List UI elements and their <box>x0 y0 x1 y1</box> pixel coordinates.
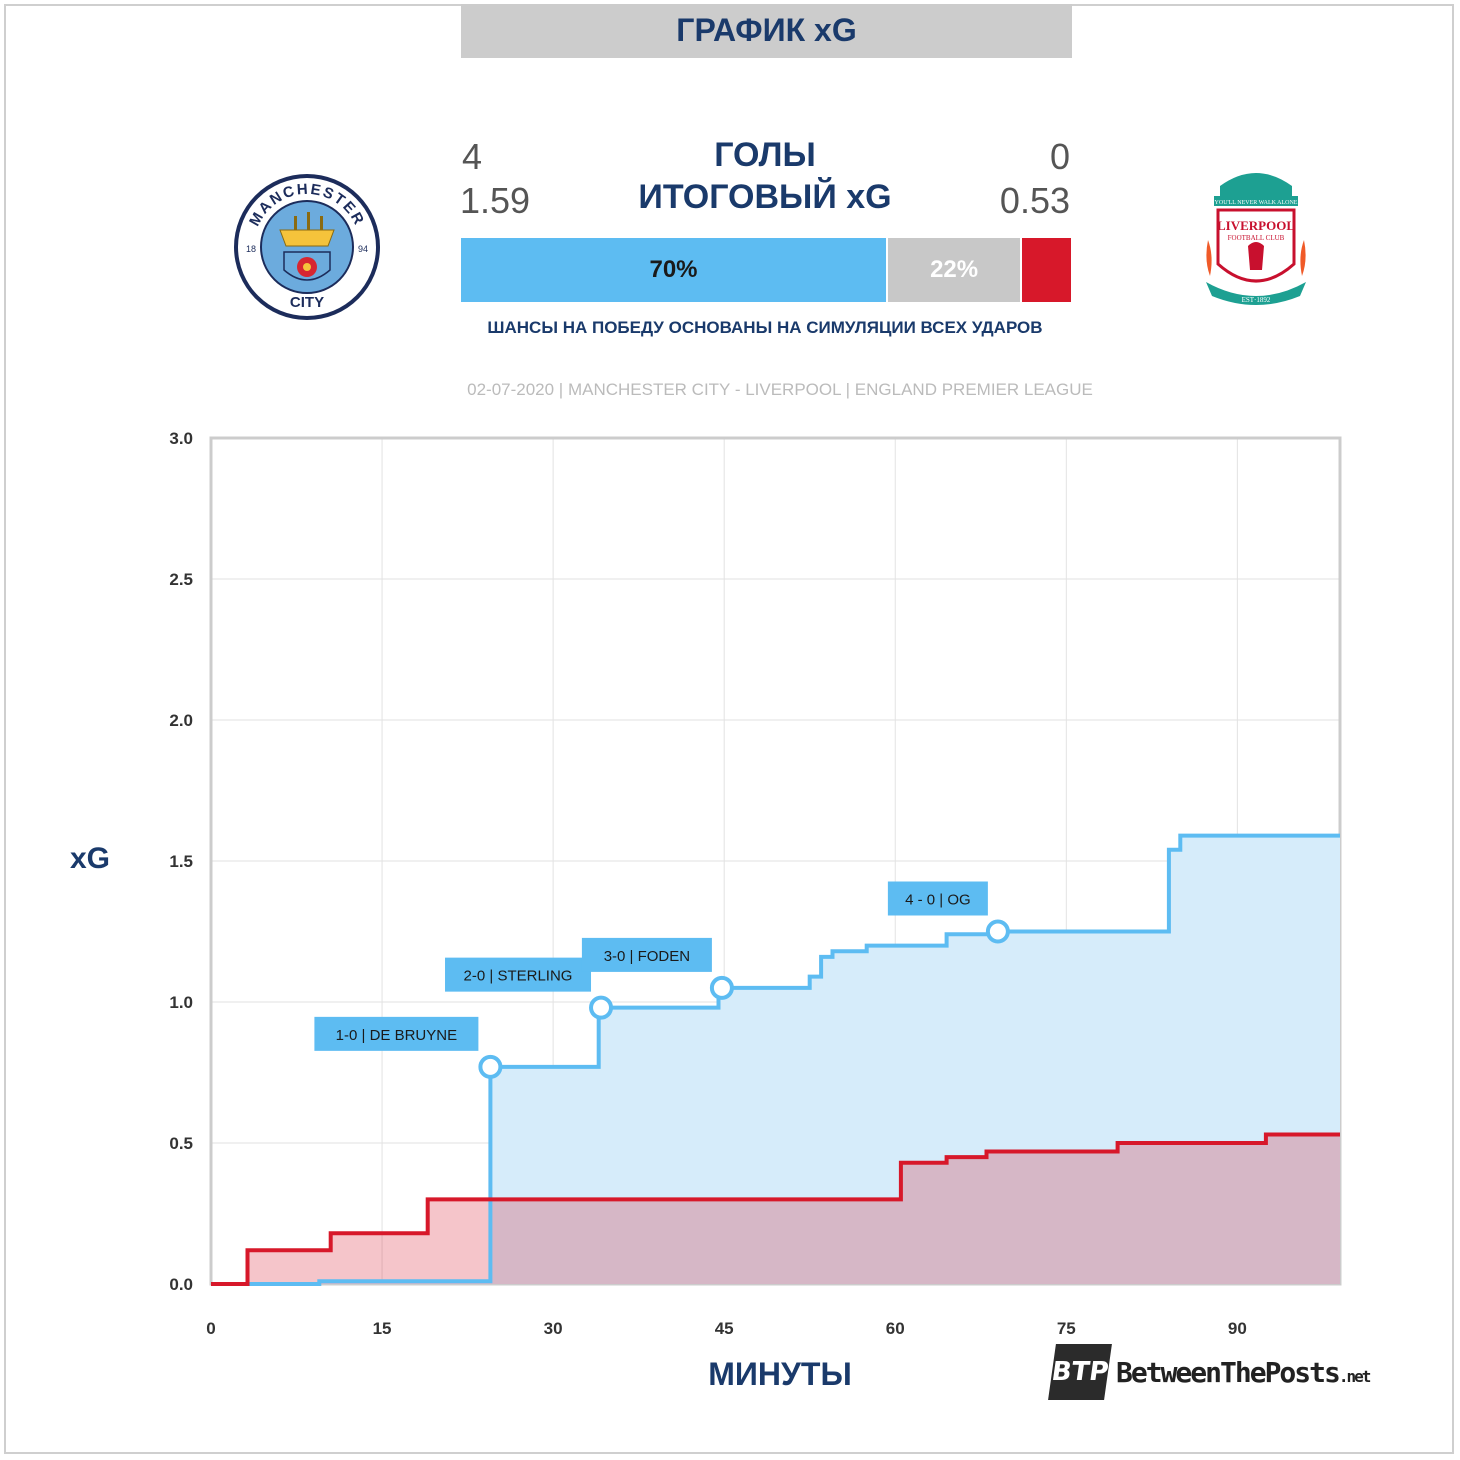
goal-marker <box>589 995 614 1020</box>
away-xg-area <box>211 1134 1340 1284</box>
chart-ticks: 0.0 0.5 1.0 1.5 2.0 2.5 3.0 0 15 30 45 60 75 90 <box>169 429 1246 1338</box>
y-axis-title: xG <box>70 842 111 875</box>
goal-marker <box>478 1054 503 1079</box>
draw-probability: 22% <box>888 238 1021 302</box>
y-tick-label: 1.5 <box>169 852 193 871</box>
liverpool-logo: YOU'LL NEVER WALK ALONE LIVERPOOL FOOTBA… <box>1206 173 1306 305</box>
goal-label-box <box>314 1016 479 1051</box>
home-xg-line <box>211 833 1340 1286</box>
x-axis-title: МИНУТЫ <box>708 1356 852 1392</box>
home-xg-area <box>211 835 1340 1284</box>
y-tick-label: 1.0 <box>169 993 193 1012</box>
lfc-est: EST·1892 <box>1242 296 1271 304</box>
goal-label: 3-0 | FODEN <box>604 948 690 965</box>
away-goals: 0 <box>1049 136 1070 177</box>
away-xg-line <box>211 1132 1340 1286</box>
goal-marker <box>985 919 1010 944</box>
manchester-city-logo: MANCHESTER CITY 18 94 <box>234 174 380 320</box>
goal-marker <box>709 975 734 1000</box>
goal-label: 4 - 0 | OG <box>905 892 971 909</box>
x-tick-label: 30 <box>544 1319 563 1338</box>
probability-caption: ШАНСЫ НА ПОБЕДУ ОСНОВАНЫ НА СИМУЛЯЦИИ ВС… <box>487 318 1043 337</box>
page-title: ГРАФИК xG <box>676 12 857 48</box>
goal-label-box <box>445 957 592 992</box>
x-tick-label: 45 <box>715 1319 734 1338</box>
home-win-probability: 70% <box>461 238 886 302</box>
away-win-probability <box>1022 238 1071 302</box>
goal-label: 2-0 | STERLING <box>464 968 573 985</box>
lfc-sub: FOOTBALL CLUB <box>1228 234 1285 242</box>
home-xg: 1.59 <box>460 180 531 221</box>
home-win-pct: 70% <box>649 256 698 283</box>
brand-name: BetweenThePosts.net <box>1116 1356 1372 1389</box>
brand-logo: BTP BetweenThePosts.net <box>1048 1344 1371 1404</box>
home-goals: 4 <box>462 136 483 177</box>
goal-label-box <box>581 937 712 972</box>
final-xg-label: ИТОГОВЫЙ xG <box>638 178 892 216</box>
x-tick-label: 75 <box>1057 1319 1076 1338</box>
goals-label: ГОЛЫ <box>714 136 816 174</box>
chart-areas <box>211 835 1340 1284</box>
brand-suffix: .net <box>1338 1367 1372 1386</box>
mc-left-num: 18 <box>246 244 256 254</box>
goal-label-box <box>887 881 988 916</box>
chart-lines <box>211 833 1340 1286</box>
y-tick-label: 2.5 <box>169 570 193 589</box>
brand-box: BTP <box>1048 1344 1112 1400</box>
lfc-name: LIVERPOOL <box>1217 218 1295 233</box>
y-tick-label: 0.5 <box>169 1134 193 1153</box>
draw-pct: 22% <box>930 256 979 283</box>
lfc-motto: YOU'LL NEVER WALK ALONE <box>1215 200 1298 206</box>
away-xg: 0.53 <box>999 180 1070 221</box>
y-tick-label: 3.0 <box>169 429 193 448</box>
x-tick-label: 0 <box>206 1319 215 1338</box>
x-tick-label: 60 <box>886 1319 905 1338</box>
x-tick-label: 15 <box>373 1319 392 1338</box>
brand-name-text: BetweenThePosts <box>1116 1356 1341 1389</box>
chart-goal-markers: 1-0 | DE BRUYNE 2-0 | STERLING 3-0 | FODEN… <box>314 881 1010 1079</box>
mc-bottom-text: CITY <box>290 294 324 311</box>
y-tick-label: 0.0 <box>169 1275 193 1294</box>
x-tick-label: 90 <box>1228 1319 1247 1338</box>
match-info: 02-07-2020 | MANCHESTER CITY - LIVERPOOL… <box>467 380 1093 399</box>
y-tick-label: 2.0 <box>169 711 193 730</box>
goal-label: 1-0 | DE BRUYNE <box>336 1027 457 1044</box>
mc-right-num: 94 <box>358 244 368 254</box>
title-bar: ГРАФИК xG <box>461 4 1072 58</box>
